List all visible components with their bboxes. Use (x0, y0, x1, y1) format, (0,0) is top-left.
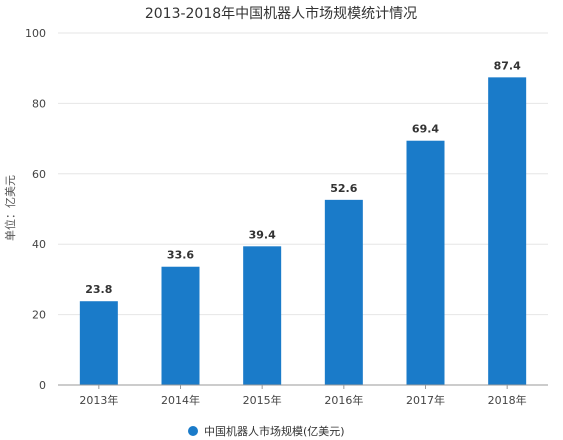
data-label: 52.6 (330, 182, 357, 195)
legend[interactable]: 中国机器人市场规模(亿美元) (188, 424, 345, 438)
data-label: 69.4 (412, 123, 439, 136)
y-tick-label: 100 (25, 27, 46, 40)
x-tick-label: 2013年 (79, 393, 118, 407)
data-label: 23.8 (85, 283, 112, 296)
y-axis-label: 单位：亿美元 (3, 175, 17, 241)
axes: 0 20 40 60 80 100 2013年 2014年 2015年 2016年 2017年 201… (25, 27, 548, 407)
legend-label: 中国机器人市场规模(亿美元) (204, 424, 345, 438)
y-tick-label: 40 (32, 238, 46, 251)
bar[interactable] (488, 77, 527, 386)
y-tick-label: 80 (32, 97, 46, 110)
x-tick-label: 2014年 (161, 393, 200, 407)
x-tick-label: 2016年 (324, 393, 363, 407)
y-tick-label: 60 (32, 168, 46, 181)
x-tick-label: 2015年 (243, 393, 282, 407)
bar[interactable] (243, 246, 282, 385)
data-label: 39.4 (249, 228, 276, 241)
chart-title: 2013-2018年中国机器人市场规模统计情况 (145, 5, 417, 22)
y-tick-label: 0 (39, 379, 46, 392)
bars: 23.8 33.6 39.4 52.6 69.4 87.4 (79, 59, 527, 386)
x-tick-label: 2017年 (406, 393, 445, 407)
bar[interactable] (324, 199, 363, 385)
legend-marker (188, 426, 198, 436)
y-tick-label: 20 (32, 309, 46, 322)
bar[interactable] (79, 301, 118, 385)
bar[interactable] (406, 140, 445, 385)
data-label: 87.4 (494, 59, 521, 72)
data-label: 33.6 (167, 249, 194, 262)
gridlines (58, 32, 548, 316)
x-tick-label: 2018年 (488, 393, 527, 407)
bar[interactable] (161, 266, 200, 385)
